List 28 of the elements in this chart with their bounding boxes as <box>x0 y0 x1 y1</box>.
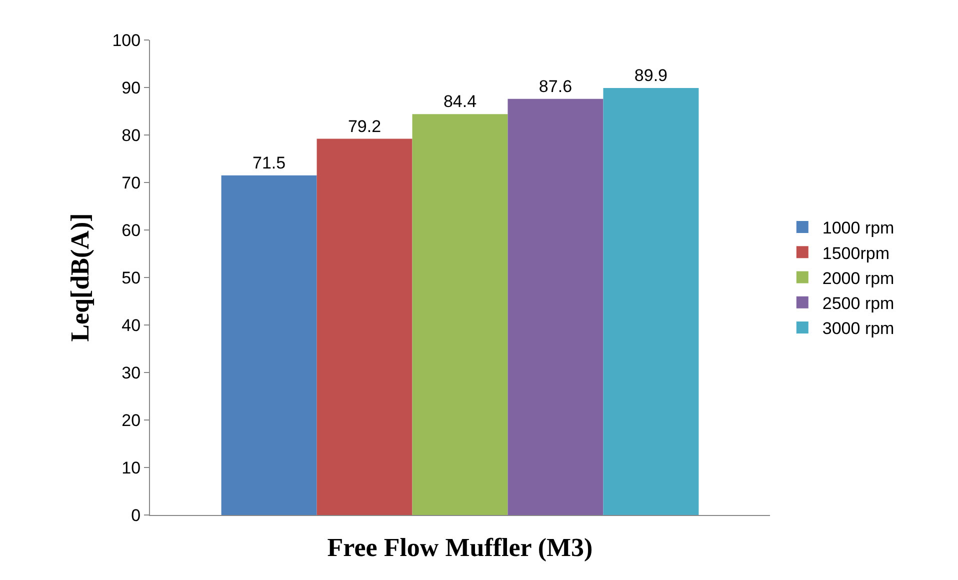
bar <box>603 88 699 515</box>
bar <box>316 138 412 515</box>
legend-label: 1000 rpm <box>822 218 894 238</box>
bar <box>412 114 508 515</box>
bar <box>508 98 604 515</box>
legend-label: 3000 rpm <box>822 319 894 338</box>
legend-label: 2000 rpm <box>822 268 894 288</box>
y-axis-title: Leq[dB(A)] <box>66 213 95 342</box>
data-label: 71.5 <box>252 153 286 172</box>
y-tick-label: 30 <box>122 363 141 382</box>
x-axis-title: Free Flow Muffler (M3) <box>327 533 593 562</box>
data-label: 84.4 <box>443 92 477 112</box>
y-tick-label: 0 <box>131 506 141 525</box>
data-label: 79.2 <box>348 116 382 136</box>
y-tick-label: 40 <box>122 316 141 335</box>
y-tick-label: 60 <box>122 220 141 240</box>
y-tick-label: 70 <box>122 173 141 192</box>
y-tick-label: 100 <box>112 30 141 50</box>
data-label: 89.9 <box>634 66 668 85</box>
y-tick-label: 80 <box>122 126 141 145</box>
legend-label: 1500rpm <box>822 244 890 263</box>
data-label: 87.6 <box>538 76 572 96</box>
bar <box>221 175 317 515</box>
y-tick-label: 50 <box>122 268 141 288</box>
y-tick-label: 20 <box>122 410 141 430</box>
y-tick-label: 10 <box>122 458 141 478</box>
y-tick-label: 90 <box>122 78 141 98</box>
legend-label: 2500 rpm <box>822 294 894 313</box>
